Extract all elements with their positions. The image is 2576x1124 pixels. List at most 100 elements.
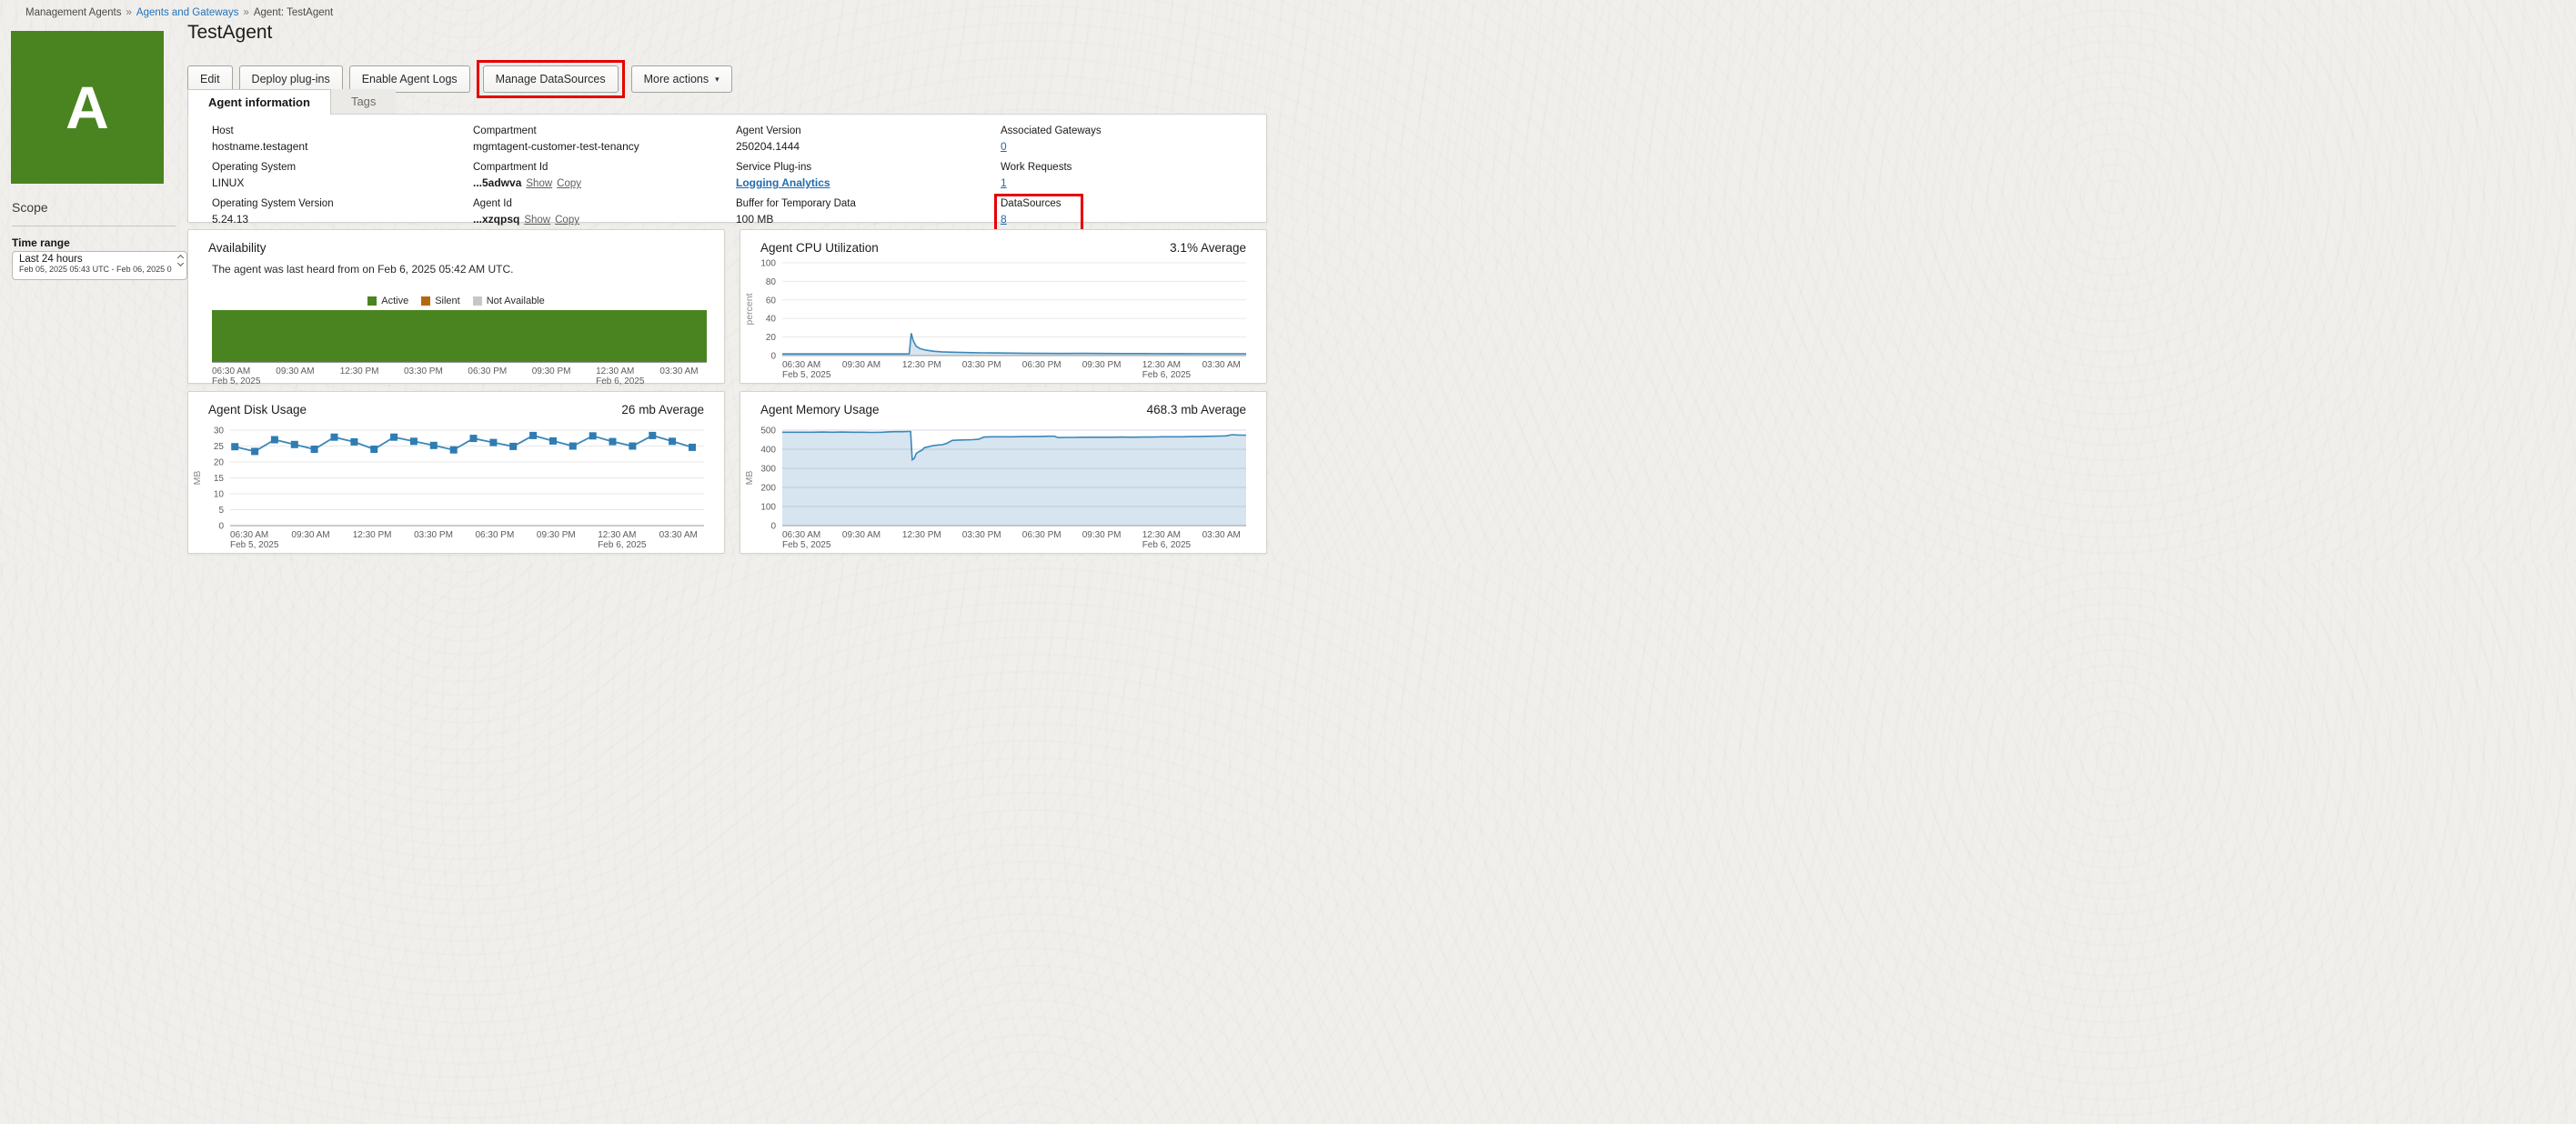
- associated-gateways-label: Associated Gateways: [1001, 125, 1102, 136]
- compartment-id-label: Compartment Id: [473, 162, 548, 173]
- legend-swatch-icon: [472, 296, 482, 306]
- manage-datasources-button[interactable]: Manage DataSources: [482, 65, 619, 93]
- disk-chart-title: Agent Disk Usage: [208, 403, 307, 416]
- svg-text:MB: MB: [192, 471, 203, 486]
- availability-legend: Active Silent Not Available: [188, 296, 724, 306]
- svg-text:20: 20: [766, 333, 777, 343]
- svg-text:09:30 AM: 09:30 AM: [842, 530, 880, 540]
- page: Management Agents » Agents and Gateways » Ag…: [0, 0, 1288, 562]
- svg-text:09:30 PM: 09:30 PM: [1082, 530, 1122, 540]
- svg-text:Feb 5, 2025: Feb 5, 2025: [782, 540, 831, 550]
- buffer-for-temporary-data-label: Buffer for Temporary Data: [736, 198, 856, 209]
- operating-system-label: Operating System: [212, 162, 297, 173]
- svg-text:12:30 AM: 12:30 AM: [1142, 360, 1181, 370]
- more-actions-button[interactable]: More actions ▾: [630, 65, 732, 93]
- legend-item-active: Active: [367, 296, 408, 306]
- datasources-link[interactable]: 8: [1001, 213, 1007, 226]
- x-tick-label: 09:30 AM: [276, 366, 315, 376]
- time-range-label: Time range: [12, 236, 70, 249]
- service-plug-ins-link[interactable]: Logging Analytics: [736, 176, 830, 189]
- svg-text:MB: MB: [744, 471, 755, 486]
- edit-button[interactable]: Edit: [187, 65, 233, 93]
- work-requests-label: Work Requests: [1001, 162, 1072, 173]
- svg-text:03:30 AM: 03:30 AM: [659, 530, 698, 540]
- disk-average-value: 26 mb Average: [621, 403, 704, 416]
- host-label: Host: [212, 125, 234, 136]
- legend-swatch-icon: [421, 296, 431, 306]
- field-host: Host hostname.testagent: [212, 125, 473, 153]
- svg-text:09:30 PM: 09:30 PM: [537, 530, 576, 540]
- datasources-value: 8: [1001, 213, 1061, 226]
- svg-text:03:30 PM: 03:30 PM: [962, 530, 1001, 540]
- field-datasources: DataSources 8: [994, 194, 1084, 232]
- associated-gateways-value: 0: [1001, 140, 1266, 153]
- svg-text:400: 400: [760, 446, 776, 456]
- svg-text:09:30 AM: 09:30 AM: [291, 530, 329, 540]
- breadcrumb-separator: »: [126, 7, 132, 18]
- enable-agent-logs-button[interactable]: Enable Agent Logs: [348, 65, 470, 93]
- svg-text:25: 25: [214, 442, 225, 452]
- x-tick-label: 09:30 PM: [531, 366, 571, 376]
- compartment-label: Compartment: [473, 125, 537, 136]
- svg-text:06:30 AM: 06:30 AM: [230, 530, 268, 540]
- breadcrumb-item: Agent: TestAgent: [253, 7, 334, 18]
- x-tick-date-label: Feb 5, 2025: [212, 376, 261, 386]
- svg-text:09:30 PM: 09:30 PM: [1082, 360, 1122, 370]
- show-link[interactable]: Show: [526, 178, 553, 189]
- operating-system-version-label: Operating System Version: [212, 198, 334, 209]
- legend-swatch-icon: [367, 296, 377, 306]
- avatar-letter: A: [65, 74, 109, 141]
- time-range-value: Last 24 hours: [19, 254, 83, 265]
- field-work-requests: Work Requests 1: [1001, 162, 1266, 189]
- legend-item-not-available: Not Available: [472, 296, 545, 306]
- field-compartment: Compartment mgmtagent-customer-test-tenan…: [473, 125, 736, 153]
- svg-text:200: 200: [760, 484, 776, 494]
- tab-tags[interactable]: Tags: [330, 89, 397, 115]
- agent-id-label: Agent Id: [473, 198, 512, 209]
- svg-text:03:30 PM: 03:30 PM: [962, 360, 1001, 370]
- work-requests-link[interactable]: 1: [1001, 176, 1007, 189]
- svg-text:06:30 PM: 06:30 PM: [476, 530, 515, 540]
- page-title: TestAgent: [187, 22, 273, 43]
- svg-text:12:30 PM: 12:30 PM: [902, 360, 941, 370]
- compartment-id-value: ...5adwva Show Copy: [473, 176, 582, 189]
- associated-gateways-link[interactable]: 0: [1001, 140, 1007, 153]
- copy-link[interactable]: Copy: [555, 215, 579, 226]
- availability-card: Availability The agent was last heard fr…: [187, 229, 725, 386]
- availability-bar: [212, 310, 707, 363]
- host-value: hostname.testagent: [212, 140, 308, 153]
- service-plug-ins-label: Service Plug-ins: [736, 162, 812, 173]
- agent-info-grid: Host hostname.testagent Operating System LI…: [188, 115, 1266, 235]
- svg-text:60: 60: [766, 296, 777, 306]
- svg-text:06:30 AM: 06:30 AM: [782, 360, 820, 370]
- svg-text:40: 40: [766, 315, 777, 325]
- svg-text:20: 20: [214, 458, 225, 468]
- field-agent-id: Agent Id ...xzqpsq Show Copy: [473, 198, 736, 226]
- breadcrumb: Management Agents » Agents and Gateways » Ag…: [25, 7, 333, 18]
- highlight-box-manage-datasources: Manage DataSources: [476, 60, 625, 98]
- svg-text:100: 100: [760, 503, 776, 513]
- cpu-chart-title: Agent CPU Utilization: [760, 241, 879, 255]
- time-range-select[interactable]: Last 24 hours Feb 05, 2025 05:43 UTC - F…: [12, 251, 187, 280]
- info-column: Associated Gateways 0 Work Requests 1 DataSo…: [994, 125, 1266, 235]
- copy-link[interactable]: Copy: [557, 178, 582, 189]
- agent-version-value: 250204.1444: [736, 140, 800, 153]
- agent-id-value: ...xzqpsq Show Copy: [473, 213, 579, 226]
- tab-agent-information[interactable]: Agent information: [187, 89, 331, 115]
- availability-x-axis: 06:30 AM Feb 5, 2025 09:30 AM 12:30 PM 03:30…: [212, 366, 707, 388]
- svg-text:Feb 6, 2025: Feb 6, 2025: [598, 540, 647, 550]
- time-range-detail: Feb 05, 2025 05:43 UTC - Feb 06, 2025 05…: [19, 265, 172, 274]
- agent-information-panel: Host hostname.testagent Operating System LI…: [187, 114, 1267, 232]
- tab-bar: Agent information Tags: [187, 89, 397, 115]
- datasources-label: DataSources: [1001, 198, 1062, 209]
- legend-label: Not Available: [486, 296, 545, 306]
- svg-text:500: 500: [760, 427, 776, 437]
- work-requests-value: 1: [1001, 176, 1266, 189]
- operating-system-version-value: 5.24.13: [212, 213, 249, 226]
- show-link[interactable]: Show: [524, 215, 551, 226]
- select-spinner-icon[interactable]: [176, 254, 185, 267]
- svg-text:percent: percent: [744, 293, 755, 325]
- legend-label: Silent: [435, 296, 460, 306]
- x-tick-label: 03:30 AM: [659, 366, 699, 376]
- breadcrumb-item[interactable]: Agents and Gateways: [136, 7, 239, 18]
